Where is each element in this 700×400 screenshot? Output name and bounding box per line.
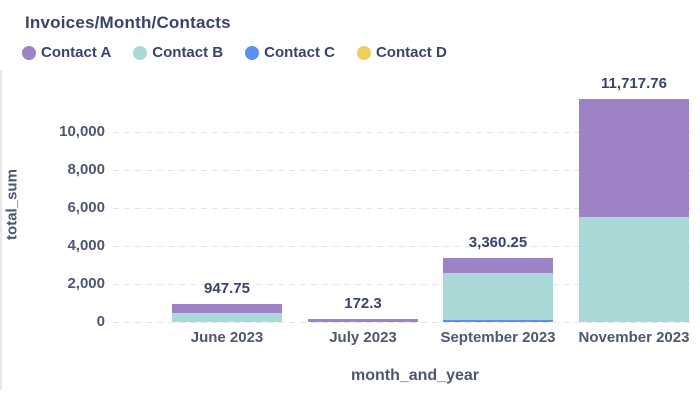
y-tick-label: 2,000 [67,275,105,292]
legend: Contact A Contact B Contact C Contact D [22,44,447,61]
gridline [113,284,697,285]
bar-total-label: 3,360.25 [468,234,528,252]
x-tick-label: September 2023 [440,329,556,346]
bar-segment-contact-b[interactable] [443,273,553,320]
gridline [113,170,697,171]
window-edge [0,70,2,390]
bar-segment-contact-a[interactable] [172,303,282,314]
y-tick-label: 8,000 [67,161,105,178]
bar-segment-contact-b[interactable] [172,313,282,322]
chart-title: Invoices/Month/Contacts [25,13,231,32]
legend-item-contact-a[interactable]: Contact A [22,44,111,61]
legend-label: Contact D [375,44,447,61]
y-tick-label: 4,000 [67,237,105,254]
legend-dot [133,45,148,60]
legend-dot [245,45,260,60]
x-axis-label: month_and_year [350,367,480,384]
bar-segment-contact-c[interactable] [443,319,553,322]
legend-dot [356,45,371,60]
x-tick-label: July 2023 [329,329,397,346]
gridline [113,208,697,209]
legend-item-contact-b[interactable]: Contact B [133,44,223,61]
legend-dot [22,45,36,60]
x-tick-label: November 2023 [578,329,690,346]
y-tick-label: 10,000 [59,123,105,140]
legend-item-contact-d[interactable]: Contact D [356,44,447,61]
legend-label: Contact A [41,44,112,61]
y-tick-label: 6,000 [67,199,105,216]
gridline [113,246,697,247]
bar-segment-contact-a[interactable] [579,99,689,218]
legend-item-contact-c[interactable]: Contact C [245,44,335,61]
y-axis-label: total_sum [3,169,21,240]
y-tick-label: 0 [96,313,105,330]
bar-total-label: 11,717.76 [601,75,667,93]
x-tick-label: June 2023 [190,329,264,346]
gridline [113,132,697,133]
gridline [113,322,697,323]
bar-segment-contact-b[interactable] [579,217,689,322]
legend-label: Contact B [152,44,224,61]
bar-segment-contact-a[interactable] [308,318,418,322]
bar-total-label: 172.3 [344,294,382,312]
bar-total-label: 947.75 [204,279,250,297]
bar-segment-contact-a[interactable] [443,258,553,274]
legend-label: Contact C [264,44,335,61]
